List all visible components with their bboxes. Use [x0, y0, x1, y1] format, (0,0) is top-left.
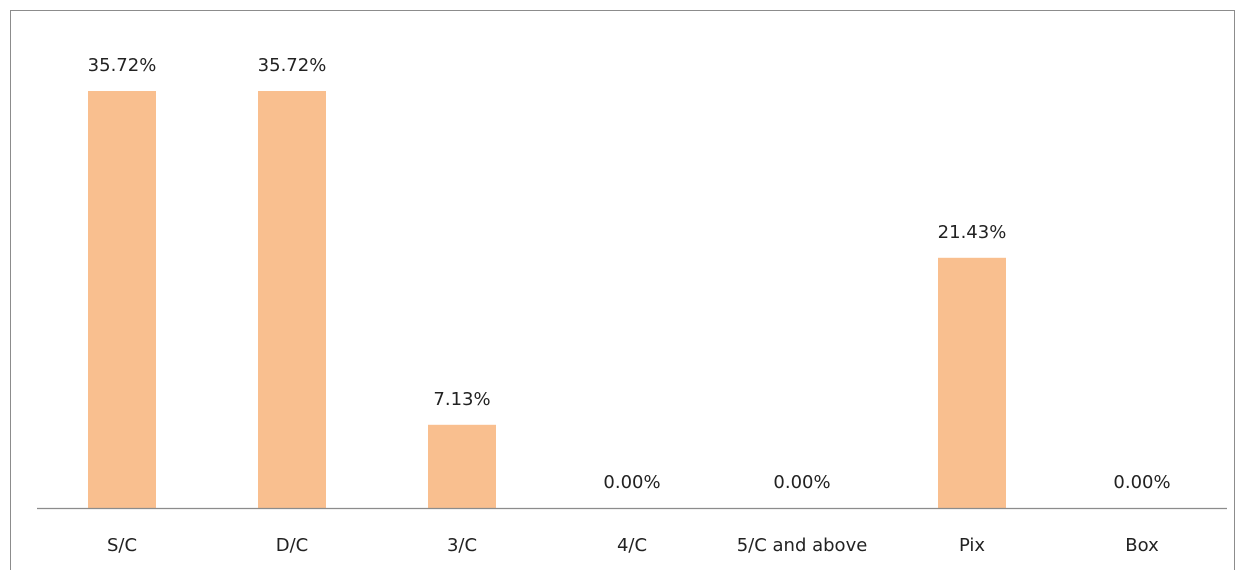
x-tick-label-5: Pix: [959, 535, 985, 556]
data-labels-group: 35.72% 35.72% 7.13% 0.00% 0.00% 21.43% 0.00%: [88, 55, 1171, 493]
x-tick-label-3: 4/C: [617, 535, 647, 556]
data-label-3: 0.00%: [603, 472, 660, 493]
data-label-0: 35.72%: [88, 55, 157, 76]
data-label-5: 21.43%: [938, 222, 1007, 243]
data-label-4: 0.00%: [773, 472, 830, 493]
chart-frame: [10, 10, 1235, 570]
bar-2: [428, 424, 496, 508]
x-tick-label-6: Box: [1125, 535, 1159, 556]
data-label-1: 35.72%: [258, 55, 327, 76]
x-tick-label-0: S/C: [107, 535, 137, 556]
data-label-2: 7.13%: [433, 389, 490, 410]
x-tick-label-1: D/C: [276, 535, 309, 556]
x-tick-label-4: 5/C and above: [737, 535, 868, 556]
bar-0: [88, 91, 156, 508]
bar-1: [258, 91, 326, 508]
bar-5: [938, 257, 1006, 508]
bars-group: [88, 91, 1006, 508]
data-label-6: 0.00%: [1113, 472, 1170, 493]
x-tick-label-2: 3/C: [447, 535, 477, 556]
tick-labels-group: S/C D/C 3/C 4/C 5/C and above Pix Box: [107, 535, 1159, 556]
